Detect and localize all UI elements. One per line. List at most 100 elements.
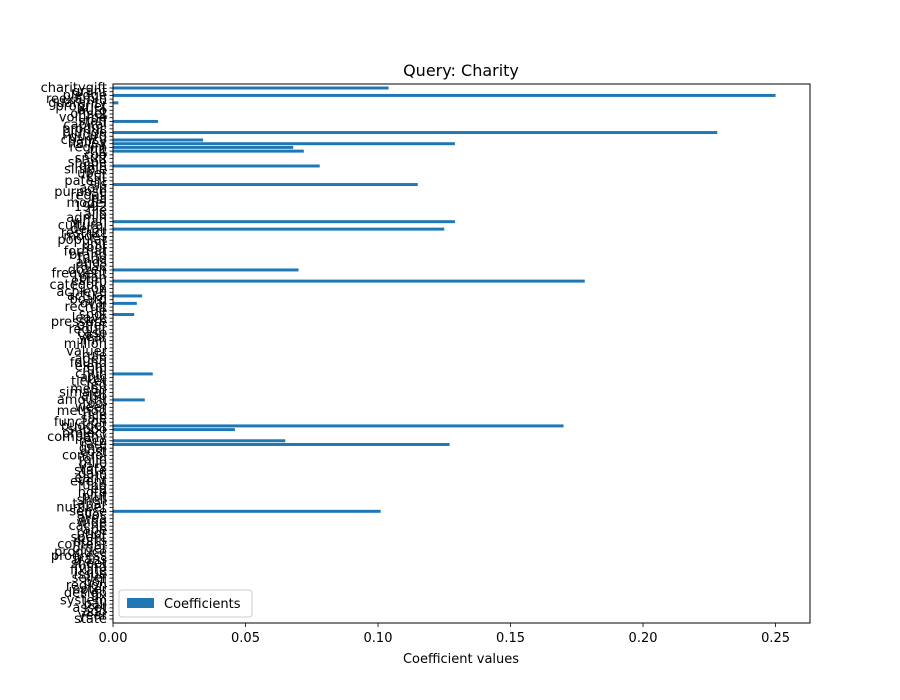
y-tick-label: budget: [61, 419, 107, 434]
y-tick-label: content: [57, 538, 107, 553]
y-tick-label: actual: [67, 289, 107, 304]
bar: [113, 398, 145, 402]
y-tick-label: category: [50, 278, 108, 293]
y-tick-label: detail: [70, 222, 107, 237]
y-tick-label: regim: [69, 140, 107, 155]
y-tick-label: auto: [78, 103, 107, 118]
y-tick-layer: charitygiftgrantpledgereexaminguarantypr…: [41, 81, 113, 627]
y-tick-label: plut: [82, 489, 107, 504]
y-tick-label: min: [82, 334, 107, 349]
y-tick-label: gnal: [79, 441, 107, 456]
y-tick-label: mean: [70, 382, 107, 397]
y-tick-label: ands: [76, 256, 107, 271]
y-tick-label: tilt: [90, 144, 107, 159]
y-tick-label: l: [103, 341, 107, 356]
bar: [113, 268, 299, 272]
bar: [113, 428, 235, 432]
y-tick-label: recruit: [65, 300, 108, 315]
y-tick-label: anic: [80, 371, 107, 386]
legend: Coefficients: [118, 589, 253, 618]
y-tick-label: company: [47, 430, 107, 445]
bar: [113, 439, 286, 443]
y-tick-label: alloc: [77, 508, 107, 523]
y-tick-label: agen: [75, 352, 107, 367]
y-tick-label: simalar: [59, 385, 108, 400]
y-tick-label: rice: [83, 408, 107, 423]
y-tick-label: found: [70, 356, 107, 371]
y-tick-label: spot: [79, 308, 107, 323]
bar: [113, 313, 135, 316]
y-tick-label: elem: [75, 359, 107, 374]
y-tick-label: wide: [77, 515, 108, 530]
chart-title: Query: Charity: [403, 61, 519, 80]
y-tick-label: produc: [62, 122, 107, 137]
bars-layer: [113, 86, 776, 513]
y-tick-label: uber: [77, 166, 107, 181]
bar: [113, 424, 564, 428]
y-tick-label: staff: [78, 114, 108, 129]
y-tick-label: area: [78, 512, 107, 527]
bar: [113, 86, 389, 90]
y-tick-label: weer: [75, 400, 108, 415]
y-tick-label: issue: [74, 567, 107, 582]
y-tick-label: sis: [90, 178, 107, 193]
y-tick-label: fund: [78, 478, 107, 493]
y-tick-label: allo: [84, 207, 107, 222]
y-tick-label: note: [78, 486, 107, 501]
y-tick-label: mile: [79, 456, 107, 471]
y-tick-label: snuff: [75, 152, 108, 167]
y-tick-label: seller: [72, 571, 108, 586]
y-tick-label: million: [64, 337, 107, 352]
x-tick-label: 0.25: [761, 631, 790, 646]
y-tick-label: charitygift: [41, 81, 107, 96]
y-tick-label: estim: [71, 274, 107, 289]
y-tick-label: cache: [69, 519, 108, 534]
y-tick-label: roof: [81, 241, 107, 256]
y-tick-label: add: [83, 605, 107, 620]
y-tick-label: opter: [72, 582, 107, 597]
y-tick-label: spent: [71, 530, 107, 545]
y-tick-label: chancy: [61, 133, 108, 148]
y-tick-label: project: [62, 426, 107, 441]
y-tick-label: shape: [68, 155, 107, 170]
y-tick-label: rolin: [79, 452, 107, 467]
y-tick-label: progress: [51, 549, 107, 564]
y-tick-label: mind: [74, 560, 107, 575]
y-tick-label: cost: [80, 445, 107, 460]
y-tick-label: number: [56, 501, 107, 516]
y-tick-label: region: [66, 579, 107, 594]
y-tick-label: sheet: [71, 556, 107, 571]
y-tick-label: cut: [87, 170, 107, 185]
y-tick-label: event: [70, 475, 107, 490]
plot-frame: [112, 83, 811, 624]
x-tick-layer: 0.00 0.05 0.10 0.15 0.20 0.25: [99, 623, 790, 646]
x-axis-label: Coefficient values: [403, 652, 519, 667]
y-tick-label: nurts: [73, 534, 107, 549]
y-tick-label: chun: [75, 367, 107, 382]
y-tick-label: capital: [63, 118, 107, 133]
y-tick-label: admin: [66, 211, 107, 226]
y-tick-label: sense: [69, 504, 107, 519]
y-tick-label: board: [69, 293, 107, 308]
y-tick-label: ticket: [71, 374, 107, 389]
bar: [113, 301, 137, 305]
y-tick-label: format: [64, 244, 107, 259]
y-tick-label: year: [78, 608, 108, 623]
y-tick-label: shell: [77, 493, 107, 508]
bar: [113, 509, 381, 513]
bar: [113, 220, 455, 224]
y-tick-label: gain: [79, 159, 107, 174]
y-tick-label: tie: [90, 304, 107, 319]
y-tick-label: state: [74, 612, 107, 627]
y-tick-label: suppo: [68, 423, 108, 438]
y-tick-label: fund: [78, 252, 107, 267]
y-tick-label: vinan: [71, 215, 107, 230]
y-tick-label: plan: [79, 270, 107, 285]
y-tick-label: year: [78, 330, 108, 345]
y-tick-label: case: [77, 326, 107, 341]
y-tick-label: fed: [86, 378, 107, 393]
bar: [113, 294, 143, 298]
y-tick-label: model: [67, 196, 107, 211]
y-tick-label: guaranty: [48, 96, 107, 111]
